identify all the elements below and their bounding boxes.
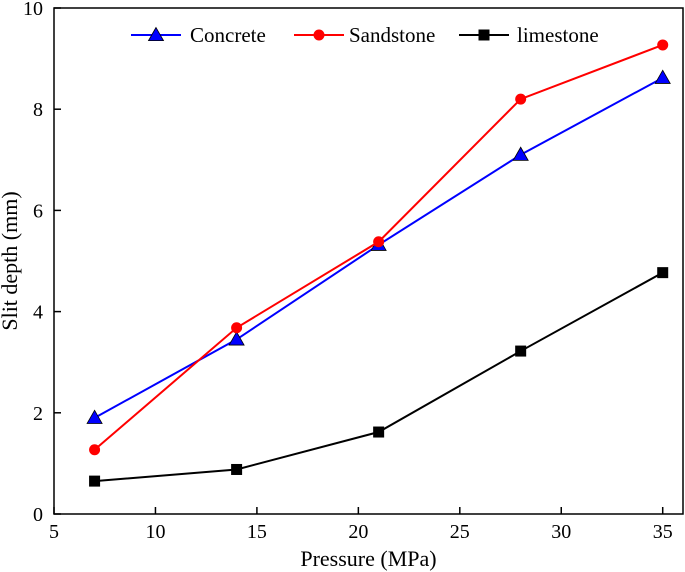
limestone-point <box>515 345 527 357</box>
legend-label: limestone <box>517 23 599 47</box>
legend-item-sandstone: Sandstone <box>294 23 435 47</box>
legend-label: Concrete <box>190 23 266 47</box>
plot-area <box>53 7 684 515</box>
legend-label: Sandstone <box>349 23 435 47</box>
series-limestone <box>89 267 669 487</box>
sandstone-point <box>657 39 669 51</box>
limestone-point <box>657 267 669 279</box>
y-axis: 0 2 4 6 8 10 <box>23 0 61 526</box>
concrete-point <box>512 146 529 161</box>
legend-item-concrete: Concrete <box>131 23 266 47</box>
x-tick-label: 15 <box>247 521 267 543</box>
concrete-point <box>86 409 103 424</box>
x-tick-label: 35 <box>653 521 673 543</box>
x-axis-title: Pressure (MPa) <box>300 546 436 571</box>
x-tick-label: 5 <box>49 521 59 543</box>
limestone-point <box>373 426 385 438</box>
x-tick-label: 25 <box>450 521 470 543</box>
legend: Concrete Sandstone limestone <box>131 23 599 47</box>
concrete-point <box>228 331 245 346</box>
legend-marker <box>478 29 490 41</box>
concrete-point <box>654 69 671 84</box>
plot-frame <box>53 7 684 515</box>
series-layer <box>86 39 671 487</box>
legend-marker <box>313 29 325 41</box>
limestone-point <box>89 475 101 487</box>
y-tick-label: 4 <box>33 302 43 324</box>
y-tick-label: 6 <box>33 200 43 222</box>
series-sandstone <box>89 39 669 456</box>
legend-item-limestone: limestone <box>459 23 599 47</box>
sandstone-point <box>373 236 385 248</box>
y-tick-label: 10 <box>23 0 43 20</box>
x-tick-label: 20 <box>348 521 368 543</box>
legend-marker <box>147 26 165 42</box>
x-axis: 5 10 15 20 25 30 35 <box>49 507 673 543</box>
x-tick-label: 10 <box>145 521 165 543</box>
y-tick-label: 0 <box>33 504 43 526</box>
y-tick-label: 2 <box>33 403 43 425</box>
x-tick-label: 30 <box>551 521 571 543</box>
y-axis-title: Slit depth (mm) <box>0 191 22 330</box>
sandstone-point <box>89 444 101 456</box>
limestone-point <box>231 463 243 475</box>
sandstone-point <box>231 322 243 334</box>
y-tick-label: 8 <box>33 99 43 121</box>
sandstone-point <box>515 93 527 105</box>
